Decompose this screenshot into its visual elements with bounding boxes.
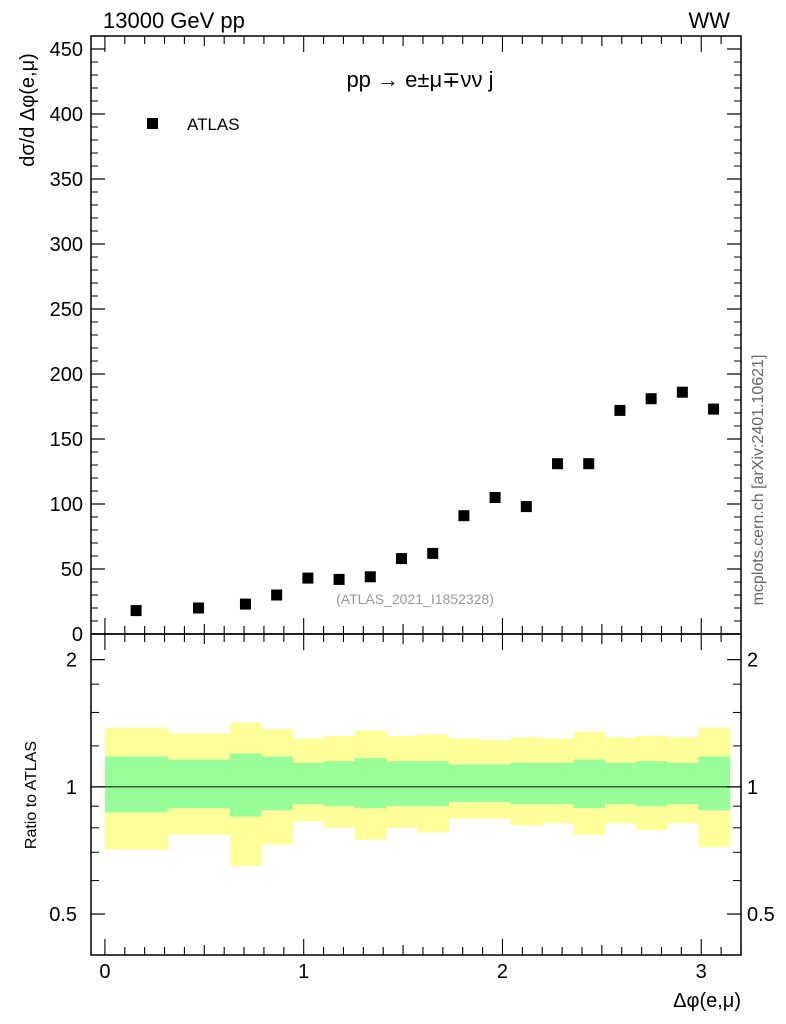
inner-band-bin bbox=[417, 761, 449, 807]
data-point bbox=[583, 458, 595, 470]
inner-band-bin bbox=[229, 753, 262, 817]
inner-band-bin bbox=[354, 758, 387, 809]
inner-band-bin bbox=[510, 762, 543, 805]
ratio-tick-label: 1 bbox=[66, 777, 77, 799]
atlas-data-points bbox=[130, 386, 720, 617]
y-tick-label: 0 bbox=[72, 624, 83, 646]
y-tick-label: 350 bbox=[50, 169, 83, 191]
x-tick-label: 2 bbox=[497, 961, 508, 983]
data-point bbox=[271, 589, 283, 601]
legend-label: ATLAS bbox=[187, 115, 240, 134]
x-axis-label: Δφ(e,μ) bbox=[673, 990, 741, 1012]
y-tick-label: 450 bbox=[50, 39, 83, 61]
inner-band-bin bbox=[104, 756, 168, 813]
legend-marker bbox=[147, 118, 158, 129]
ratio-tick-label-right: 2 bbox=[747, 650, 758, 672]
inner-band-bin bbox=[604, 762, 637, 805]
data-point bbox=[489, 492, 501, 503]
ratio-tick-label-right: 0.5 bbox=[747, 904, 775, 926]
x-tick-label: 1 bbox=[298, 961, 309, 983]
y-tick-label: 250 bbox=[50, 299, 83, 321]
ratio-panel: 0.5 0.5 1 1 2 2 0 1 2 3 Ratio to ATLAS Δφ(e,μ) bbox=[23, 633, 775, 1012]
data-point bbox=[708, 403, 720, 415]
y-tick-label: 400 bbox=[50, 104, 83, 126]
inner-band-bin bbox=[385, 761, 418, 807]
process-title: pp → e±μ∓νν j bbox=[346, 67, 493, 92]
data-point bbox=[520, 501, 532, 513]
ratio-tick-label: 2 bbox=[66, 650, 77, 672]
inner-band-bin bbox=[573, 759, 605, 809]
data-point bbox=[614, 404, 626, 416]
data-point bbox=[302, 572, 314, 584]
ratio-x-axis: 0 1 2 3 bbox=[99, 634, 742, 983]
data-point bbox=[333, 573, 345, 585]
data-point bbox=[458, 510, 470, 522]
x-tick-label: 3 bbox=[696, 961, 707, 983]
ratio-y-axis: 0.5 0.5 1 1 2 2 bbox=[49, 650, 775, 926]
inner-band-bin bbox=[479, 764, 512, 803]
main-x-axis bbox=[104, 36, 742, 634]
inner-band-bin bbox=[666, 762, 699, 805]
data-point bbox=[676, 386, 688, 398]
main-y-axis-label: dσ/d Δφ(e,μ) bbox=[17, 53, 39, 167]
y-tick-label: 150 bbox=[50, 429, 83, 451]
ratio-tick-label-right: 1 bbox=[747, 777, 758, 799]
main-y-axis: 0 50 100 150 200 250 300 350 400 450 bbox=[50, 39, 741, 646]
data-point bbox=[193, 602, 205, 614]
ratio-tick-label: 0.5 bbox=[49, 904, 77, 926]
main-plot-panel: 0 50 100 150 200 250 300 350 400 450 pp → e±μ∓νν … bbox=[17, 35, 742, 646]
y-tick-label: 200 bbox=[50, 364, 83, 386]
inner-band-bin bbox=[448, 764, 481, 803]
ratio-y-axis-label: Ratio to ATLAS bbox=[23, 741, 40, 849]
inner-band-bin bbox=[260, 756, 293, 811]
x-tick-label: 0 bbox=[99, 961, 110, 983]
inner-band-bin bbox=[542, 762, 574, 805]
analysis-watermark: (ATLAS_2021_I1852328) bbox=[336, 591, 494, 607]
y-tick-label: 300 bbox=[50, 234, 83, 256]
inner-band-bin bbox=[635, 761, 668, 807]
data-point bbox=[645, 393, 657, 405]
data-point bbox=[395, 553, 407, 565]
energy-label: 13000 GeV pp bbox=[103, 8, 245, 33]
data-point bbox=[239, 598, 251, 610]
y-tick-label: 50 bbox=[61, 559, 83, 581]
side-label: mcplots.cern.ch [arXiv:2401.10621] bbox=[750, 355, 767, 606]
y-tick-label: 100 bbox=[50, 494, 83, 516]
inner-uncertainty-band bbox=[104, 753, 730, 817]
inner-band-bin bbox=[167, 759, 231, 809]
inner-band-bin bbox=[698, 756, 730, 811]
process-tag: WW bbox=[688, 8, 730, 33]
ratio-plot-frame bbox=[90, 633, 742, 956]
data-point bbox=[427, 547, 439, 559]
data-point bbox=[364, 571, 376, 583]
inner-band-bin bbox=[292, 762, 325, 805]
inner-band-bin bbox=[323, 761, 356, 807]
data-point bbox=[552, 458, 564, 470]
data-point bbox=[130, 605, 142, 617]
